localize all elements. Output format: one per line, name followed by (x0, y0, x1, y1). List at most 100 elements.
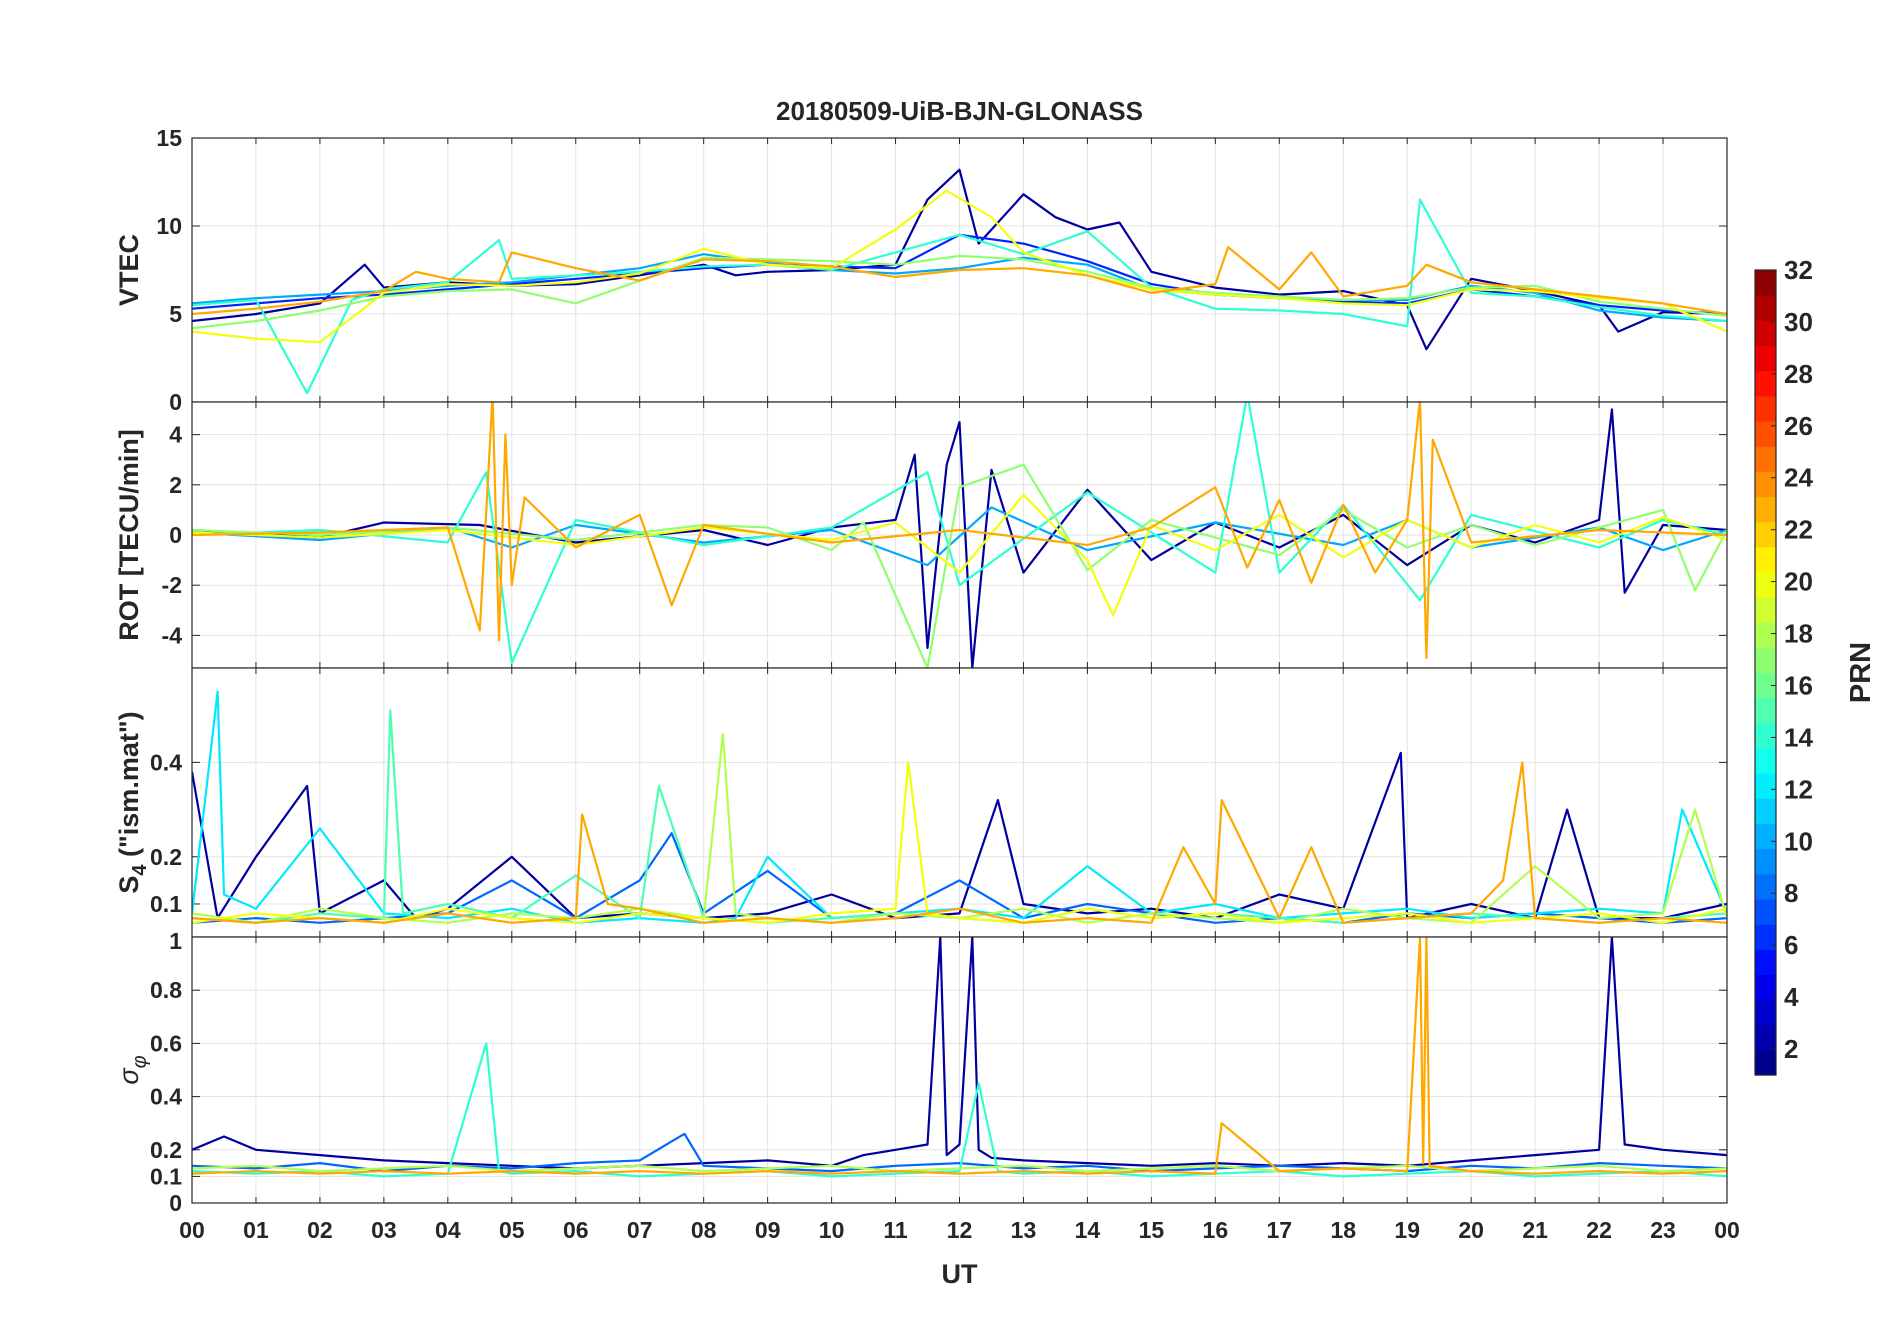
colorbar-tick-label: 10 (1784, 826, 1813, 856)
colorbar-segment (1755, 521, 1776, 548)
y-axis-label: S4 ("ism.mat") (114, 711, 151, 893)
x-tick-label: 04 (435, 1217, 461, 1243)
y-axis-label-sub: 4 (129, 864, 151, 876)
colorbar-tick-label: 16 (1784, 670, 1813, 700)
series-line-prn-2 (192, 751, 1727, 920)
x-tick-label: 22 (1586, 1217, 1612, 1243)
series-line-prn-10 (192, 253, 1727, 323)
x-tick-label: 05 (499, 1217, 525, 1243)
colorbar-segment (1755, 345, 1776, 372)
x-tick-label: 03 (371, 1217, 397, 1243)
colorbar-segment (1755, 1024, 1776, 1051)
series-group (192, 402, 1727, 668)
colorbar-segment (1755, 496, 1776, 523)
colorbar-tick-label: 12 (1784, 774, 1813, 804)
x-tick-label: 15 (1139, 1217, 1165, 1243)
colorbar-segment (1755, 622, 1776, 648)
y-tick-label: 4 (169, 422, 182, 448)
x-tick-label: 13 (1011, 1217, 1037, 1243)
y-tick-label: 0.1 (150, 891, 182, 917)
y-tick-label: 2 (169, 472, 182, 498)
y-tick-label: 15 (156, 125, 182, 151)
colorbar-segment (1755, 672, 1776, 699)
chart-title: 20180509-UiB-BJN-GLONASS (776, 96, 1143, 126)
x-axis-label: UT (942, 1259, 978, 1289)
series-group (192, 937, 1727, 1178)
x-tick-label: 00 (1714, 1217, 1740, 1243)
y-axis-label: σφ (114, 1055, 151, 1084)
y-axis-label-rest: ("ism.mat") (114, 711, 144, 864)
y-tick-label: 1 (169, 928, 182, 954)
x-tick-label: 07 (627, 1217, 653, 1243)
colorbar-segment (1755, 295, 1776, 321)
x-tick-label: 00 (179, 1217, 205, 1243)
colorbar-label: PRN (1845, 642, 1877, 703)
panel-vtec: 0 5 10 15 VTEC (114, 125, 1728, 415)
colorbar-tick-label: 6 (1784, 930, 1798, 960)
y-axis-label-sub: φ (129, 1055, 151, 1068)
series-line-prn-14 (192, 198, 1727, 395)
series-line-prn-23 (192, 402, 1727, 660)
colorbar-tick-label: 4 (1784, 982, 1799, 1012)
x-tick-label: 23 (1650, 1217, 1676, 1243)
panel-frame (191, 936, 1728, 1204)
colorbar-tick-label: 8 (1784, 878, 1798, 908)
colorbar-tick-label: 24 (1784, 463, 1813, 493)
y-axis-label-main: S (114, 876, 144, 894)
colorbar-segment (1755, 823, 1776, 850)
colorbar-segment (1755, 697, 1776, 724)
y-axis-label: VTEC (114, 234, 144, 306)
x-tick-label: 21 (1522, 1217, 1548, 1243)
colorbar-segment (1755, 471, 1776, 498)
colorbar-segment (1755, 320, 1776, 347)
series-line-prn-2 (192, 168, 1727, 351)
colorbar-segment (1755, 1049, 1776, 1076)
y-tick-label: 0.4 (150, 1084, 182, 1110)
x-tick-label: 09 (755, 1217, 781, 1243)
series-line-prn-17 (192, 463, 1727, 668)
series-line-prn-10 (192, 506, 1727, 567)
y-tick-label: 0.8 (150, 977, 182, 1003)
x-tick-label: 01 (243, 1217, 269, 1243)
series-line-prn-23 (192, 246, 1727, 316)
colorbar-segment (1755, 924, 1776, 950)
colorbar-segment (1755, 773, 1776, 799)
colorbar-segment (1755, 395, 1776, 422)
colorbar-segment (1755, 571, 1776, 598)
y-tick-label: 0 (169, 389, 182, 415)
x-tick-label: 14 (1075, 1217, 1101, 1243)
colorbar-segment (1755, 370, 1776, 397)
colorbar-segment (1755, 798, 1776, 825)
x-tick-label: 12 (947, 1217, 973, 1243)
y-tick-label: 0 (169, 522, 182, 548)
series-group (192, 690, 1727, 924)
series-line-prn-14 (192, 1042, 1727, 1178)
series-line-prn-17 (192, 254, 1727, 330)
y-tick-label: 0.4 (150, 749, 182, 775)
y-tick-label: 0 (169, 1190, 182, 1216)
x-axis: 00 01 02 03 04 05 06 07 08 09 10 11 12 13 14 15 16 17 18 19… (179, 1217, 1740, 1243)
colorbar-segment (1755, 446, 1776, 472)
colorbar-segment (1755, 949, 1776, 975)
panel-sigma_phi: 00.10.2 0.4 0.6 0.8 1 σφ (114, 928, 1728, 1216)
panel-rot: -4 -2 0 2 4 ROT [TECU/min] (114, 401, 1728, 669)
colorbar-segment (1755, 747, 1776, 774)
x-tick-label: 16 (1203, 1217, 1229, 1243)
y-tick-label: 10 (156, 213, 182, 239)
series-line-prn-2 (192, 937, 1727, 1170)
x-tick-label: 19 (1394, 1217, 1420, 1243)
series-line-prn-23 (192, 761, 1727, 924)
y-axis-label-main: σ (114, 1067, 144, 1085)
colorbar-frame (1754, 269, 1777, 1076)
y-tick-label: 0.2 (150, 1137, 182, 1163)
y-tick-label: 0.6 (150, 1030, 182, 1056)
colorbar-tick-label: 18 (1784, 619, 1813, 649)
series-line-prn-20 (192, 493, 1727, 617)
series-line-prn-20 (192, 189, 1727, 344)
x-tick-label: 18 (1330, 1217, 1356, 1243)
y-tick-label: 0.2 (150, 844, 182, 870)
colorbar-tick-label: 2 (1784, 1034, 1798, 1064)
colorbar-tick-label: 32 (1784, 255, 1813, 285)
